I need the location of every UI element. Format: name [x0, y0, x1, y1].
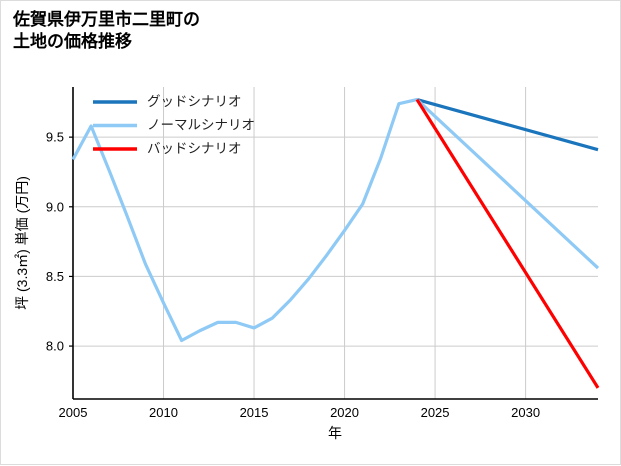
- x-tick-label: 2010: [149, 405, 178, 420]
- legend-label: グッドシナリオ: [147, 94, 242, 109]
- axis-lines-group: [72, 87, 598, 400]
- x-tick-label: 2025: [421, 405, 450, 420]
- y-tick-label: 9.0: [46, 199, 64, 214]
- gridlines-group: [72, 87, 598, 399]
- x-axis-ticks-group: 2005 2010 2015 2020 2025 2030: [59, 405, 541, 420]
- x-tick-label: 2030: [511, 405, 540, 420]
- y-axis-ticks-group: 8.0 8.5 9.0 9.5: [46, 130, 73, 354]
- x-tick-label: 2020: [330, 405, 359, 420]
- x-tick-label: 2005: [59, 405, 88, 420]
- y-tick-label: 8.0: [46, 339, 64, 354]
- y-tick-label: 8.5: [46, 269, 64, 284]
- legend-label: バッドシナリオ: [147, 141, 242, 156]
- x-axis-label: 年: [328, 425, 342, 441]
- series-line: [416, 97, 599, 152]
- y-tick-label: 9.5: [46, 130, 64, 145]
- data-series-group: [71, 97, 600, 389]
- y-axis-label: 坪 (3.3㎡) 単価 (万円): [14, 176, 30, 310]
- x-tick-label: 2015: [240, 405, 269, 420]
- series-line: [71, 97, 600, 343]
- legend-label: ノーマルシナリオ: [147, 118, 255, 133]
- series-line: [415, 98, 600, 389]
- page-title: 佐賀県伊万里市二里町の 土地の価格推移: [13, 10, 200, 52]
